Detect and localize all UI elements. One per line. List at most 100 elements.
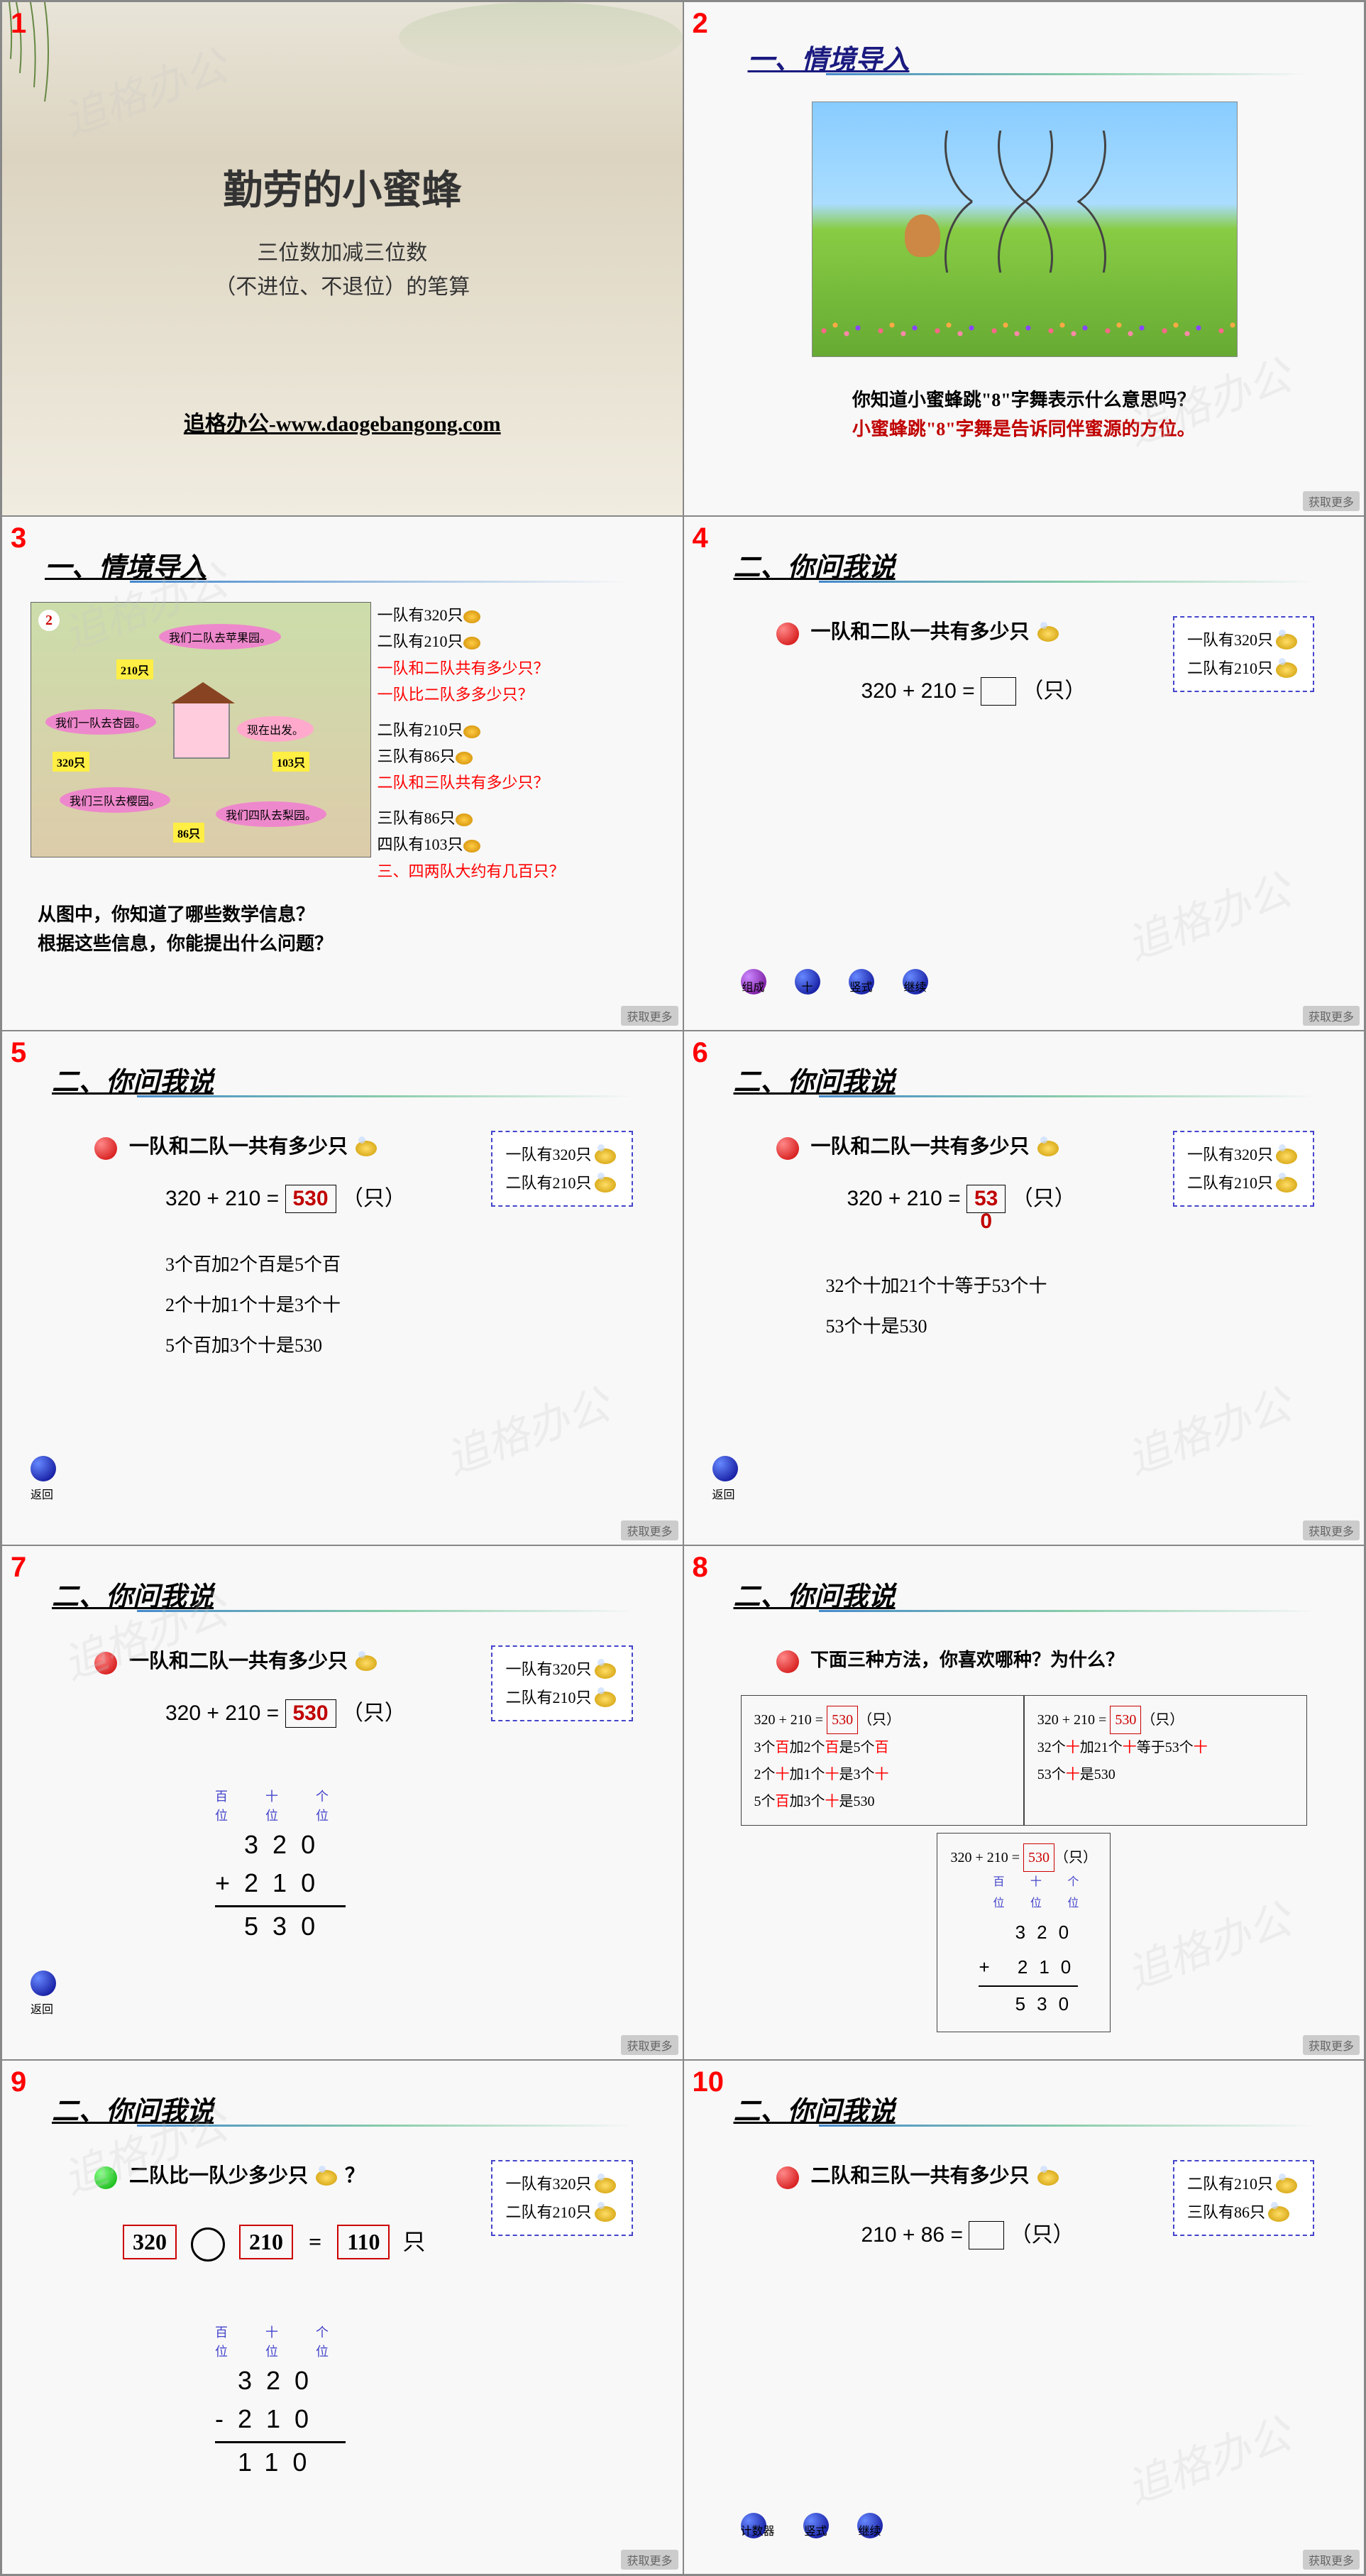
info-line: 二队有210只: [1187, 654, 1300, 683]
bee-icon: [1276, 662, 1297, 678]
scene-illustration: [812, 102, 1238, 357]
slide-number: 2: [693, 8, 708, 40]
back-button[interactable]: 返回: [31, 1456, 56, 1502]
nav-item[interactable]: 十: [795, 969, 820, 994]
speech-bubble: 我们一队去杏园。: [45, 709, 156, 735]
main-title: 勤劳的小蜜蜂: [2, 158, 683, 216]
method-1: 320 + 210 = 530（只） 3个百加2个百是5个百 2个十加1个十是3…: [741, 1695, 1024, 1826]
info-line: 二队有210只: [1187, 1169, 1300, 1197]
watermark: 追格办公: [1117, 856, 1298, 972]
bee-icon: [463, 637, 480, 650]
equation: 320 + 210 = 530 （只）: [165, 1695, 406, 1728]
info-line: 二队有210只: [1187, 2170, 1300, 2198]
number-box: 320: [123, 2225, 177, 2259]
info-box: 一队有320只 二队有210只: [1173, 1131, 1314, 1207]
hills-decoration: [399, 2, 683, 73]
bee-icon: [1276, 2178, 1297, 2193]
caption-answer: 小蜜蜂跳"8"字舞是告诉同伴蜜源的方位。: [684, 415, 1365, 444]
footer-tag: 获取更多: [1303, 491, 1360, 511]
slide-number: 3: [11, 522, 26, 554]
slide-1: 1 勤劳的小蜜蜂 三位数加减三位数 （不进位、不退位）的笔算 追格办公-www.…: [1, 1, 683, 516]
info-line: 一队有320只: [505, 2170, 618, 2198]
info-line: 一队有320只: [1187, 626, 1300, 654]
place-header2: 位 位 位: [215, 2342, 346, 2362]
section-heading: 一、情境导入: [748, 38, 910, 77]
info-line: 三队有86只: [378, 743, 640, 769]
heading-underline: [819, 1095, 1316, 1097]
footer-tag: 获取更多: [621, 1520, 678, 1540]
back-button[interactable]: 返回: [31, 1971, 56, 2017]
explain-line: 3个百加2个百是5个百: [165, 1244, 341, 1285]
slide-4: 4 二、你问我说 一队和二队一共有多少只 320 + 210 = （只） 一队有…: [683, 516, 1365, 1031]
bee-icon: [356, 1141, 377, 1156]
red-ball-icon: [94, 1137, 117, 1160]
bee-diagram: 2 我们二队去苹果园。 我们一队去杏园。 现在出发。 我们三队去樱园。 我们四队…: [31, 602, 371, 857]
operator-circle: [191, 2227, 225, 2262]
count-tag: 86只: [173, 823, 204, 843]
url-text: 追格办公-www.daogebangong.com: [2, 406, 683, 437]
question: 二队和三队一共有多少只: [776, 2160, 1062, 2189]
equation: 320 + 210 = 53 0 （只）: [847, 1180, 1076, 1213]
slide-number: 9: [11, 2066, 26, 2098]
methods-row2: 320 + 210 = 530（只） 百 十 个 位 位 位 +320 + 21…: [741, 1833, 1308, 2032]
footer-tag: 获取更多: [1303, 1520, 1360, 1540]
bee-icon: [1276, 634, 1297, 650]
speech-bubble: 我们二队去苹果园。: [159, 624, 281, 650]
bee-icon: [463, 610, 480, 623]
nav-item[interactable]: 组成: [741, 969, 766, 994]
question-line: 一队比二队多多少只？: [378, 681, 640, 708]
question: 二队比一队少多少只 ？: [94, 2160, 365, 2189]
slide-10: 10 二、你问我说 二队和三队一共有多少只 210 + 86 = （只） 二队有…: [683, 2060, 1365, 2575]
subtitle-line2: （不进位、不退位）的笔算: [2, 270, 683, 305]
nav-item[interactable]: 继续: [903, 969, 928, 994]
slide-number: 10: [693, 2066, 725, 2098]
bee-icon: [595, 2178, 616, 2193]
watermark: 追格办公: [436, 1371, 617, 1487]
nav-buttons: 组成 十 竖式 继续: [741, 969, 928, 994]
slide-number: 6: [693, 1037, 708, 1069]
house-icon: [173, 702, 230, 759]
explanation: 32个十加21个十等于53个十 53个十是530: [826, 1266, 1047, 1347]
nav-item[interactable]: 竖式: [849, 969, 874, 994]
red-ball-icon: [776, 1650, 799, 1673]
info-line: 二队有210只: [505, 2198, 618, 2227]
number-box: 210: [239, 2225, 293, 2259]
back-button[interactable]: 返回: [712, 1456, 738, 1502]
nav-item[interactable]: 继续: [857, 2513, 883, 2538]
section-heading: 二、你问我说: [734, 1574, 896, 1613]
q-line: 根据这些信息，你能提出什么问题？: [38, 929, 333, 959]
calc-row: -210: [215, 2400, 346, 2438]
info-line: 一队有320只: [378, 602, 640, 628]
bee-icon: [456, 752, 473, 764]
bee-icon: [595, 1149, 616, 1164]
nav-item[interactable]: 竖式: [803, 2513, 829, 2538]
info-line: 三队有86只: [1187, 2198, 1300, 2227]
place-header: 百 十 个: [215, 2323, 346, 2342]
question-line: 二队和三队共有多少只？: [378, 769, 640, 796]
nav-item[interactable]: 计数器: [741, 2513, 775, 2538]
calc-row: +210: [215, 1864, 346, 1902]
bee-icon: [463, 840, 480, 853]
methods-row1: 320 + 210 = 530（只） 3个百加2个百是5个百 2个十加1个十是3…: [741, 1695, 1308, 1826]
vertical-calculation: 百 十 个 位 位 位 +320 +210 +530: [215, 1787, 346, 1946]
nav-buttons: 计数器 竖式 继续: [741, 2513, 883, 2538]
nav-ball-icon: [31, 1971, 56, 1996]
info-box: 一队有320只 二队有210只: [491, 2160, 632, 2236]
equation: 320 210 = 110 只: [123, 2224, 425, 2262]
subtitle: 三位数加减三位数 （不进位、不退位）的笔算: [2, 236, 683, 305]
nav-ball-icon: [712, 1456, 738, 1481]
bee-icon: [595, 1663, 616, 1679]
explain-line: 32个十加21个十等于53个十: [826, 1266, 1047, 1306]
bee-icon: [1276, 1177, 1297, 1193]
green-ball-icon: [94, 2166, 117, 2189]
methods-container: 320 + 210 = 530（只） 3个百加2个百是5个百 2个十加1个十是3…: [741, 1695, 1308, 2032]
slide-number: 4: [693, 522, 708, 554]
info-line: 四队有103只: [378, 831, 640, 857]
info-line: 二队有210只: [505, 1684, 618, 1712]
info-line: 一队有320只: [505, 1655, 618, 1684]
info-line: 三队有86只: [378, 805, 640, 831]
slide-9: 9 二、你问我说 二队比一队少多少只 ？ 320 210 = 110 只 一队有…: [1, 2060, 683, 2575]
heading-underline: [130, 581, 627, 583]
footer-tag: 获取更多: [1303, 2035, 1360, 2055]
info-line: 一队有320只: [505, 1141, 618, 1169]
